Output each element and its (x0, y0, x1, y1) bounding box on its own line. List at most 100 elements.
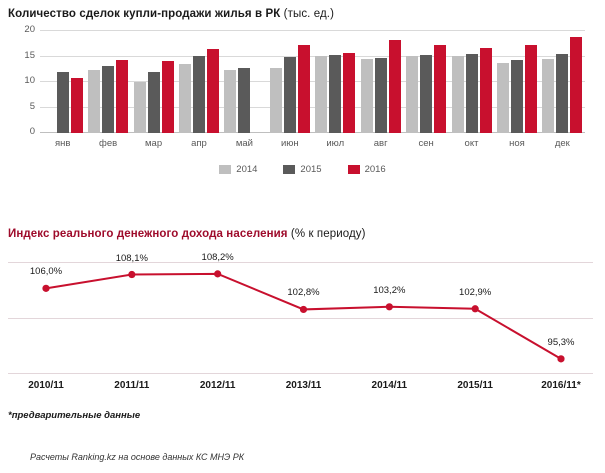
point-value-label: 108,1% (115, 252, 148, 264)
legend-item-2016[interactable]: 2016 (347, 164, 386, 175)
bar-group (131, 30, 176, 133)
bar-2015-янв (56, 72, 69, 133)
point-value-label: 106,0% (29, 266, 63, 278)
bar-groups (40, 30, 585, 133)
bar-2015-дек (556, 54, 569, 133)
legend-label: 2016 (364, 164, 386, 175)
bar-2016-мар (161, 60, 174, 133)
bar-group (494, 30, 539, 133)
chart1-title: Количество сделок купли-продажи жилья в … (8, 8, 334, 20)
point-value-label: 108,2% (201, 251, 234, 263)
line-x-label: 2015/11 (457, 380, 493, 391)
data-point (42, 284, 50, 292)
line-x-label: 2011/11 (114, 380, 150, 391)
bar-2015-июн (283, 56, 296, 133)
y-tick-0: 0 (29, 126, 35, 137)
chart1-subtitle: (тыс. ед.) (283, 8, 335, 20)
bar-group (222, 30, 267, 133)
gridline-20 (40, 30, 585, 31)
bar-2015-фев (102, 65, 115, 133)
chart1-title-text: Количество сделок купли-продажи жилья в … (8, 8, 281, 20)
bar-group (85, 30, 130, 133)
bar-group (267, 30, 312, 133)
data-point (471, 305, 479, 313)
bar-2015-ноя (510, 60, 523, 133)
legend-item-2015[interactable]: 2015 (283, 164, 322, 175)
bar-group (403, 30, 448, 133)
line-x-label: 2012/11 (199, 380, 236, 391)
point-value-label: 95,3% (547, 336, 575, 348)
y-tick-10: 10 (24, 75, 35, 86)
bar-x-label: сен (418, 138, 434, 149)
bar-2016-июл (343, 53, 356, 133)
bar-x-label: окт (464, 138, 479, 149)
bar-2014-май (224, 69, 237, 133)
bar-2015-апр (192, 55, 205, 133)
line-series-svg (42, 270, 565, 363)
y-tick-15: 15 (24, 49, 35, 61)
bar-x-label: июл (326, 138, 345, 149)
bar-group (358, 30, 403, 133)
data-point (557, 355, 565, 363)
bar-x-label: мар (145, 138, 163, 149)
bar-2015-окт (465, 53, 478, 133)
gridline-bottom (8, 373, 593, 374)
chart2-subtitle: (% к периоду) (290, 228, 366, 240)
gridline-5 (40, 106, 585, 108)
legend-swatch-icon (347, 165, 360, 174)
bar-x-label: янв (54, 138, 71, 149)
gridline-top (8, 262, 593, 263)
bar-group (540, 30, 585, 133)
bar-x-label: фев (99, 138, 118, 149)
data-point (128, 270, 136, 279)
bar-2014-июн (269, 68, 282, 133)
real-income-index-line-chart: 106,0% 108,1% 108,2% 102,8% 103,2% 102,9% 95,3… (0, 252, 605, 402)
bar-2016-июн (297, 45, 310, 133)
legend-item-2014[interactable]: 2014 (219, 164, 257, 175)
bar-x-label: июн (280, 138, 299, 149)
bar-2015-мар (147, 72, 160, 133)
bar-2015-май (238, 68, 251, 133)
bar-2016-фев (116, 60, 129, 133)
bar-x-axis-labels: янв фев мар апр май июн июл авг сен окт ноя дек (40, 138, 585, 149)
bar-x-label: май (235, 138, 253, 149)
bar-2016-сен (434, 45, 447, 133)
bar-x-label: апр (191, 138, 207, 149)
legend-label: 2015 (300, 164, 322, 175)
point-value-label: 103,2% (373, 284, 406, 296)
bar-2014-мар (133, 82, 146, 133)
bar-2016-апр (206, 48, 219, 133)
bar-group (313, 30, 358, 133)
bar-2015-авг (374, 57, 387, 133)
bar-group (176, 30, 221, 133)
point-value-label: 102,8% (287, 287, 320, 299)
bar-x-label: ноя (509, 138, 525, 149)
chart2-title: Индекс реального денежного дохода населе… (8, 228, 366, 240)
bar-x-label: дек (554, 138, 570, 149)
bar-chart-legend: 2014 2015 2016 (0, 164, 605, 175)
bar-2016-янв (70, 78, 83, 133)
data-point (214, 270, 222, 278)
bar-plot-area: 20 15 10 5 0 (24, 24, 585, 137)
line-x-label: 2014/11 (371, 380, 408, 391)
point-value-label: 102,9% (459, 286, 492, 298)
sales-volume-bar-chart: 20 15 10 5 0 янв фев мар апр май июн июл авг сен… (0, 24, 605, 186)
bar-2016-окт (479, 48, 492, 133)
gridline-mid (8, 318, 593, 319)
source-note: Расчеты Ranking.kz на основе данных КС М… (30, 452, 245, 462)
bar-group (40, 30, 85, 133)
bar-2014-ноя (496, 62, 509, 133)
chart2-title-text: Индекс реального денежного дохода населе… (8, 228, 288, 240)
line-x-label: 2013/11 (285, 380, 322, 391)
data-point (299, 305, 308, 314)
bar-2014-авг (360, 59, 373, 133)
gridline-15 (40, 55, 585, 57)
bar-2014-фев (88, 69, 101, 133)
bar-2014-дек (542, 59, 555, 133)
bar-2014-июл (315, 55, 328, 133)
y-tick-20: 20 (24, 24, 35, 35)
bar-2016-ноя (524, 45, 537, 133)
bar-2014-сен (406, 55, 419, 133)
legend-swatch-icon (283, 165, 296, 174)
line-plot-area: 106,0% 108,1% 108,2% 102,8% 103,2% 102,9% 95,3… (8, 252, 593, 374)
